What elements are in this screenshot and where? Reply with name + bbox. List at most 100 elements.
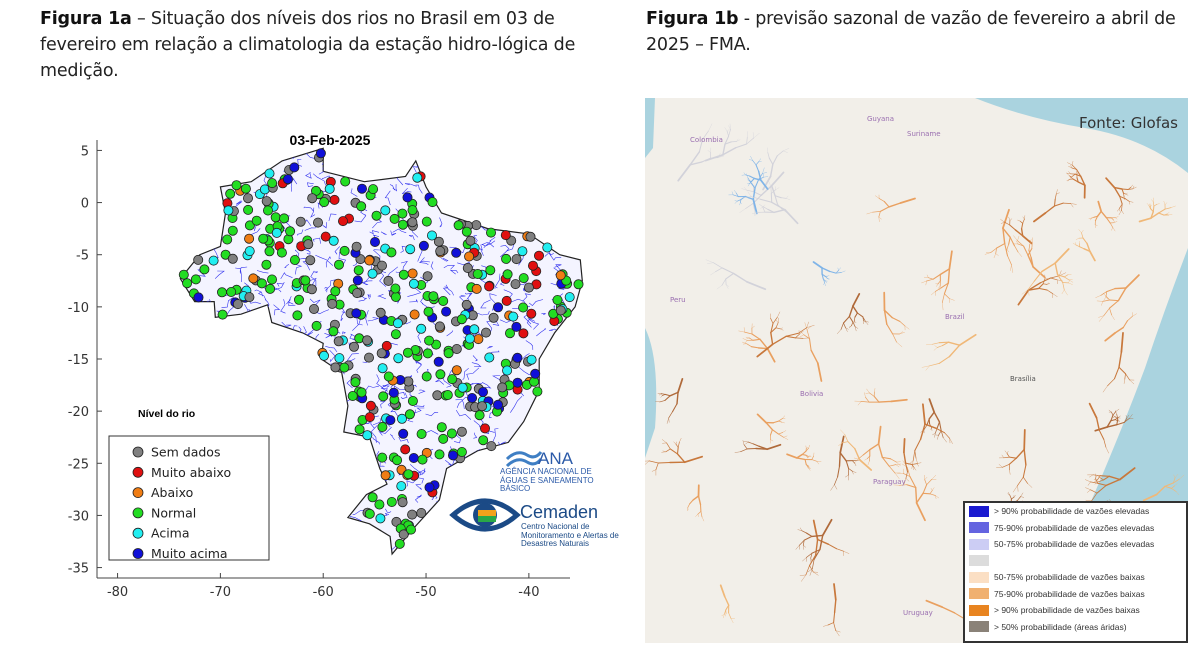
gauge-station-dot — [380, 470, 391, 481]
gauge-station-dot — [389, 213, 400, 224]
gauge-station-dot — [347, 390, 358, 401]
gauge-station-dot — [193, 254, 204, 265]
gauge-station-dot — [486, 441, 497, 452]
gauge-station-dot — [398, 428, 409, 439]
gauge-station-dot — [223, 205, 234, 216]
gauge-station-dot — [371, 210, 382, 221]
gauge-station-dot — [339, 245, 350, 256]
legend-label: Abaixo — [151, 485, 193, 500]
gauge-station-dot — [351, 308, 362, 319]
gauge-station-dot — [285, 226, 296, 237]
legend-marker — [132, 446, 144, 458]
figure-1b-caption: Figura 1b - previsão sazonal de vazão de… — [646, 6, 1176, 58]
legend-marker — [132, 527, 144, 539]
caption-label: Figura 1b — [646, 9, 739, 29]
gauge-station-dot — [289, 162, 300, 173]
ocean — [865, 98, 1188, 173]
gauge-station-dot — [435, 246, 446, 257]
gauge-station-dot — [319, 197, 330, 208]
gauge-station-dot — [408, 278, 419, 289]
legend-item: 75-90% probabilidade de vazões elevadas — [969, 520, 1186, 537]
gauge-station-dot — [573, 279, 584, 290]
gauge-station-dot — [352, 288, 363, 299]
gauge-station-dot — [435, 369, 446, 380]
gauge-station-dot — [461, 299, 472, 310]
gauge-station-dot — [492, 399, 503, 410]
cemaden-logo-text: Cemaden — [520, 502, 598, 522]
gauge-station-dot — [457, 382, 468, 393]
gauge-station-dot — [208, 255, 219, 266]
gauge-station-dot — [216, 287, 227, 298]
river-level-map: 03-Feb-2025 -80 -70 -60 -50 -40 5 0 -5 -10 -15 -20… — [68, 132, 598, 600]
gauge-station-dot — [533, 250, 544, 261]
gauge-station-dot — [392, 455, 403, 466]
figure-1a-caption: Figura 1a – Situação dos níveis dos rios… — [40, 6, 610, 84]
legend-swatch — [969, 571, 989, 583]
gauge-station-dot — [523, 282, 534, 293]
gauge-station-dot — [244, 292, 255, 303]
gauge-station-dot — [324, 183, 335, 194]
gauge-station-dot — [293, 294, 304, 305]
legend-label: > 50% probabilidade (áreas áridas) — [994, 621, 1127, 632]
gauge-station-dot — [388, 387, 399, 398]
gauge-stations — [178, 148, 584, 549]
gauge-station-dot — [525, 231, 536, 242]
gauge-station-dot — [243, 204, 254, 215]
gauge-station-dot — [427, 197, 438, 208]
legend-item: 50-75% probabilidade de vazões baixas — [969, 569, 1186, 586]
place-label: Colombia — [690, 136, 723, 144]
legend-label: Normal — [151, 505, 196, 520]
place-label: Suriname — [907, 130, 941, 138]
gauge-station-dot — [381, 340, 392, 351]
gauge-station-dot — [378, 391, 389, 402]
gauge-station-dot — [397, 497, 408, 508]
place-label: Peru — [670, 296, 686, 304]
gauge-station-dot — [178, 269, 189, 280]
gauge-station-dot — [500, 230, 511, 241]
place-label: Bolivia — [800, 390, 824, 398]
gauge-station-dot — [422, 348, 433, 359]
gauge-station-dot — [377, 363, 388, 374]
gauge-station-dot — [447, 374, 458, 385]
gauge-station-dot — [418, 240, 429, 251]
gauge-station-dot — [258, 233, 269, 244]
gauge-station-dot — [364, 412, 375, 423]
legend-label: 75-90% probabilidade de vazões baixas — [994, 588, 1145, 599]
gauge-station-dot — [312, 217, 323, 228]
gauge-station-dot — [333, 336, 344, 347]
gauge-station-dot — [376, 260, 387, 271]
gauge-station-dot — [356, 183, 367, 194]
gauge-station-dot — [386, 496, 397, 507]
gauge-station-dot — [407, 217, 418, 228]
gauge-station-dot — [396, 481, 407, 492]
gauge-station-dot — [271, 227, 282, 238]
gauge-station-dot — [300, 275, 311, 286]
gauge-station-dot — [417, 454, 428, 465]
gauge-station-dot — [397, 219, 408, 230]
gauge-station-dot — [256, 278, 267, 289]
gauge-station-dot — [434, 449, 445, 460]
gauge-station-dot — [398, 269, 409, 280]
gauge-station-dot — [451, 343, 462, 354]
gauge-station-dot — [416, 507, 427, 518]
gauge-station-dot — [480, 327, 491, 338]
gauge-station-dot — [267, 178, 278, 189]
gauge-station-dot — [330, 286, 341, 297]
gauge-station-dot — [532, 386, 543, 397]
gauge-station-dot — [374, 499, 385, 510]
ana-logo: ANA — [505, 449, 574, 468]
gauge-station-dot — [397, 208, 408, 219]
gauge-station-dot — [423, 306, 434, 317]
gauge-station-dot — [392, 318, 403, 329]
legend-item — [969, 553, 1186, 570]
gauge-station-dot — [363, 352, 374, 363]
gauge-station-dot — [405, 244, 416, 255]
y-tick-label: -25 — [68, 457, 89, 472]
gauge-station-dot — [512, 352, 523, 363]
gauge-station-dot — [289, 254, 300, 265]
gauge-station-dot — [318, 350, 329, 361]
gauge-station-dot — [467, 392, 478, 403]
place-label: Uruguay — [903, 609, 933, 617]
legend-swatch — [969, 604, 989, 616]
gauge-station-dot — [303, 239, 314, 250]
